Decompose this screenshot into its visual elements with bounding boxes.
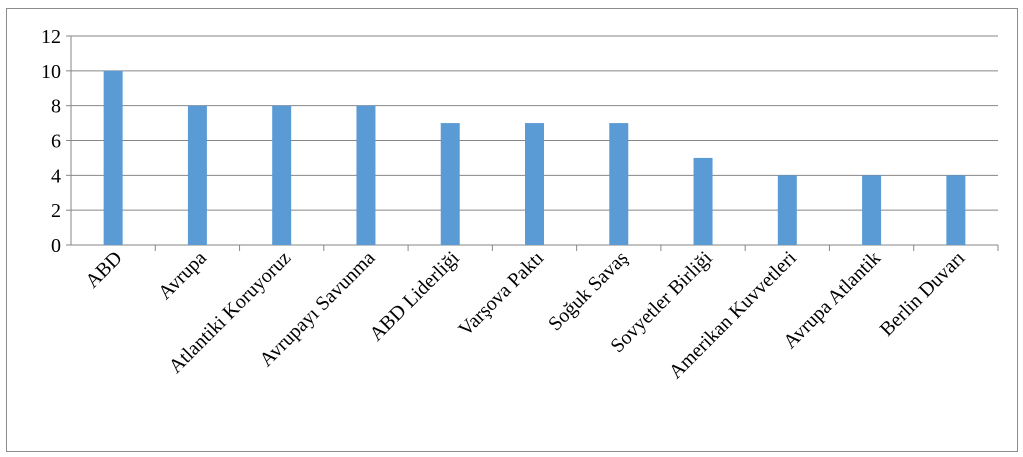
y-tick-label: 0 (51, 235, 61, 257)
bar-7 (693, 157, 713, 245)
chart-frame (6, 8, 1018, 452)
gridlines (71, 35, 998, 211)
bar-0 (103, 70, 123, 245)
bar-5 (525, 123, 544, 245)
bar-10 (946, 175, 966, 245)
y-tick-label: 8 (51, 96, 61, 118)
bar-9 (862, 175, 882, 245)
x-tick-label: ABD (81, 247, 126, 292)
y-axis: 0 2 4 6 8 10 12 (41, 26, 999, 257)
x-tick-label: Varşova Paktı (454, 247, 548, 341)
bar-1 (187, 105, 207, 246)
y-tick-label: 10 (41, 61, 61, 83)
y-tick-label: 6 (51, 131, 61, 153)
x-tick-label: Berlin Duvarı (876, 247, 970, 341)
bars (103, 70, 966, 246)
bar-8 (777, 175, 797, 245)
bar-2 (272, 105, 292, 246)
bar-3 (356, 105, 376, 246)
y-tick-label: 4 (51, 165, 61, 187)
y-tick-label: 2 (51, 200, 61, 222)
y-tick-label: 12 (41, 26, 61, 48)
x-tick-label: Avrupa (154, 247, 211, 304)
x-tick-label: Soğuk Savaş (544, 247, 632, 335)
x-tick-label: ABD Liderliği (365, 247, 464, 346)
bar-6 (609, 123, 629, 245)
bar-4 (440, 123, 460, 245)
